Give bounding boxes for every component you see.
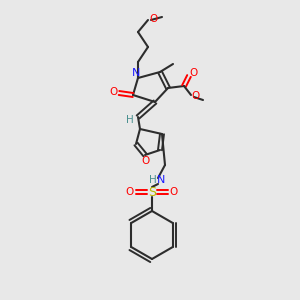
Text: H: H (149, 175, 157, 185)
Text: O: O (109, 87, 117, 97)
Text: O: O (142, 156, 150, 166)
Text: H: H (126, 115, 134, 125)
Text: N: N (157, 175, 165, 185)
Text: O: O (192, 91, 200, 101)
Text: O: O (126, 187, 134, 197)
Text: N: N (132, 68, 140, 78)
Text: O: O (149, 14, 157, 24)
Text: O: O (170, 187, 178, 197)
Text: O: O (190, 68, 198, 78)
Text: S: S (148, 185, 156, 199)
